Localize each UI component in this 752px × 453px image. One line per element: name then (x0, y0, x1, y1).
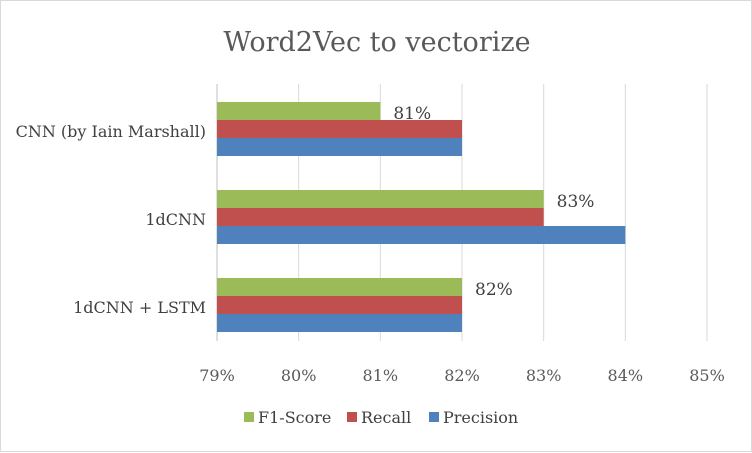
x-tick-label: 83% (526, 366, 562, 385)
bar-precision (217, 138, 462, 156)
bar-precision (217, 226, 626, 244)
bar-f1-score (217, 102, 381, 120)
legend-label: Precision (443, 408, 518, 427)
x-tick-label: 81% (363, 366, 399, 385)
legend: F1-Score Recall Precision (244, 408, 518, 427)
bar-recall (217, 208, 544, 226)
bar-precision (217, 314, 462, 332)
bar-f1-score (217, 190, 544, 208)
bars (217, 102, 626, 332)
data-label: 81% (393, 104, 431, 124)
x-tick-label: 84% (608, 366, 644, 385)
x-tick-label: 80% (281, 366, 317, 385)
category-label: CNN (by Iain Marshall) (16, 122, 206, 141)
labels: 79% 80% 81% 82% 83% 84% 85% CNN (by Iain Marsha… (16, 104, 725, 385)
chart-title: Word2Vec to vectorize (223, 27, 530, 58)
bar-recall (217, 120, 462, 138)
legend-swatch (244, 412, 254, 422)
x-tick-label: 85% (689, 366, 725, 385)
category-label: 1dCNN (145, 210, 206, 229)
x-tick-label: 79% (199, 366, 235, 385)
legend-swatch (429, 412, 439, 422)
data-label: 82% (475, 280, 513, 300)
legend-swatch (347, 412, 357, 422)
legend-label: F1-Score (258, 408, 331, 427)
bar-f1-score (217, 278, 462, 296)
legend-label: Recall (361, 408, 411, 427)
bar-recall (217, 296, 462, 314)
category-label: 1dCNN + LSTM (73, 298, 206, 317)
x-tick-label: 82% (444, 366, 480, 385)
data-label: 83% (557, 192, 595, 212)
